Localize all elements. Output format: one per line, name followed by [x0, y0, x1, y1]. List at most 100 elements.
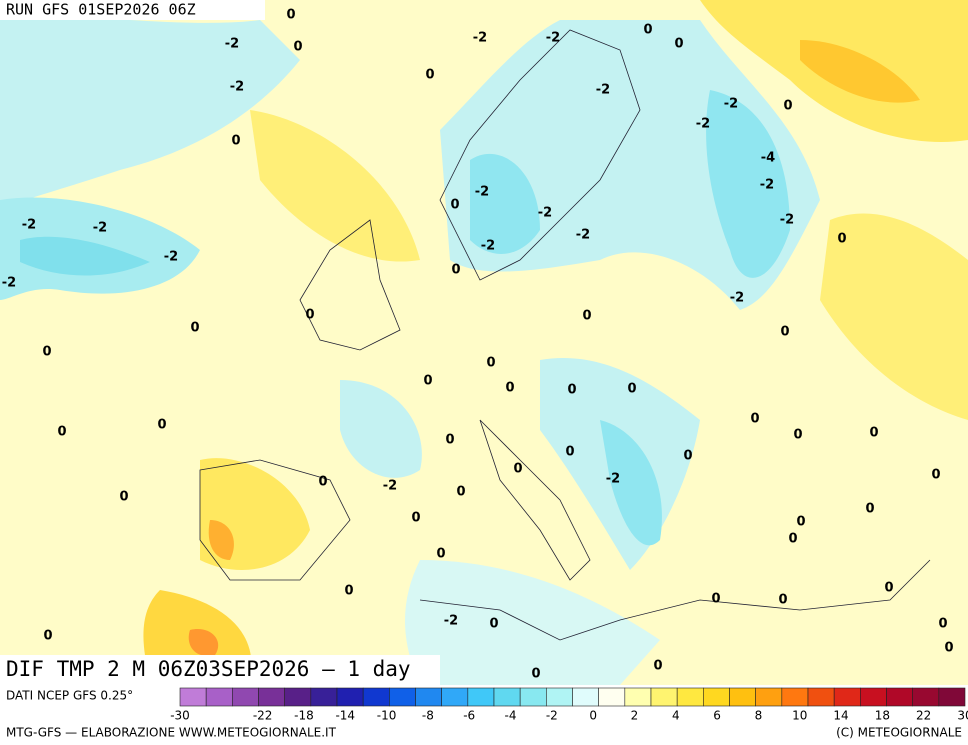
color-swatch — [441, 687, 469, 707]
map-label: 0 — [653, 659, 662, 674]
color-swatch — [886, 687, 913, 707]
map-label: -2 — [606, 472, 620, 487]
map-label: 0 — [865, 502, 874, 517]
map-label: 0 — [884, 581, 893, 596]
color-swatch — [310, 687, 338, 707]
map-label: 0 — [423, 374, 432, 389]
map-label: -2 — [724, 97, 738, 112]
map-label: 0 — [674, 37, 683, 52]
color-swatch — [519, 687, 547, 707]
map-label: -2 — [596, 83, 610, 98]
map-label: 0 — [505, 381, 514, 396]
map-label: -2 — [2, 276, 16, 291]
color-swatch — [676, 687, 704, 707]
map-label: 0 — [938, 617, 947, 632]
color-bar-tick-label: 30 — [957, 709, 968, 723]
map-label: 0 — [486, 356, 495, 371]
map-label: 0 — [931, 468, 940, 483]
map-label: -2 — [481, 239, 495, 254]
color-bar-tick-label: -18 — [294, 709, 314, 723]
color-swatch — [467, 687, 495, 707]
map-label: 0 — [565, 445, 574, 460]
color-swatch — [598, 687, 626, 707]
color-bar-tick-label: -10 — [377, 709, 397, 723]
color-bar-tick-label: 4 — [672, 709, 680, 723]
map-label: 0 — [286, 8, 295, 23]
map-label: -2 — [473, 31, 487, 46]
map-label: 0 — [567, 383, 576, 398]
color-bar-tick-label: -2 — [546, 709, 558, 723]
color-bar-tick-label: -8 — [422, 709, 434, 723]
caption-box — [0, 655, 440, 685]
map-label: -2 — [760, 178, 774, 193]
map-caption: DIF TMP 2 M 06Z03SEP2026 — 1 day — [6, 657, 411, 681]
map-label: 0 — [190, 321, 199, 336]
color-swatch — [912, 687, 940, 707]
map-label: 0 — [425, 68, 434, 83]
map-label: 0 — [43, 629, 52, 644]
color-bar-tick-label: 22 — [916, 709, 931, 723]
color-bar-tick-label: -22 — [253, 709, 273, 723]
map-label: -2 — [164, 250, 178, 265]
map-label: 0 — [344, 584, 353, 599]
map-label: -2 — [696, 117, 710, 132]
map-label: 0 — [489, 617, 498, 632]
color-swatch — [546, 687, 573, 707]
color-swatch — [389, 687, 416, 707]
color-bar-tick-label: 6 — [713, 709, 721, 723]
map-label: -2 — [444, 614, 458, 629]
color-swatch — [336, 687, 364, 707]
color-bar-tick-label: -14 — [335, 709, 355, 723]
color-bar-tick-label: 0 — [589, 709, 597, 723]
color-bar-tick-label: 2 — [631, 709, 639, 723]
map-label: -2 — [730, 291, 744, 306]
map-label: -2 — [546, 31, 560, 46]
map-label: 0 — [411, 511, 420, 526]
map-label: -2 — [780, 213, 794, 228]
map-label: 0 — [788, 532, 797, 547]
map-background — [0, 0, 968, 685]
color-swatch — [258, 687, 285, 707]
color-swatch — [493, 687, 521, 707]
map-label: 0 — [57, 425, 66, 440]
color-bar-tick-label: -4 — [505, 709, 517, 723]
map-label: 0 — [783, 99, 792, 114]
map-label: 0 — [582, 309, 591, 324]
color-swatch — [755, 687, 783, 707]
color-swatch — [650, 687, 678, 707]
color-bar-tick-label: 8 — [755, 709, 763, 723]
data-source: DATI NCEP GFS 0.25° — [6, 689, 133, 703]
map-label: 0 — [451, 263, 460, 278]
map-label: 0 — [42, 345, 51, 360]
map-label: 0 — [157, 418, 166, 433]
color-bar: -30 -22 -18 -14 -10 -8 -6 -4 -2 0 2 4 6 8 10 14 18 22 30 — [170, 687, 968, 723]
map-label: 0 — [944, 641, 953, 656]
map-label: 0 — [750, 412, 759, 427]
color-swatch — [860, 687, 887, 707]
map-label: 0 — [627, 382, 636, 397]
color-bar-tick-label: -6 — [463, 709, 475, 723]
color-bar-tick-label: 14 — [833, 709, 848, 723]
map-label: 0 — [445, 433, 454, 448]
map-label: 0 — [869, 426, 878, 441]
map-label: 0 — [711, 592, 720, 607]
map-label: 0 — [513, 462, 522, 477]
map-label: -2 — [22, 218, 36, 233]
map-label: 0 — [531, 667, 540, 682]
map-label: -2 — [225, 37, 239, 52]
map-label: 0 — [231, 134, 240, 149]
color-swatch — [781, 687, 809, 707]
map-label: -2 — [538, 206, 552, 221]
map-label: 0 — [837, 232, 846, 247]
map-label: 0 — [450, 198, 459, 213]
color-swatch — [362, 687, 390, 707]
map-label: 0 — [305, 308, 314, 323]
map-label: -2 — [93, 221, 107, 236]
color-swatch — [807, 687, 835, 707]
color-bar-tick-label: 18 — [875, 709, 890, 723]
map-label: 0 — [778, 593, 787, 608]
map-label: 0 — [293, 40, 302, 55]
map-label: 0 — [318, 475, 327, 490]
map-label: 0 — [436, 547, 445, 562]
